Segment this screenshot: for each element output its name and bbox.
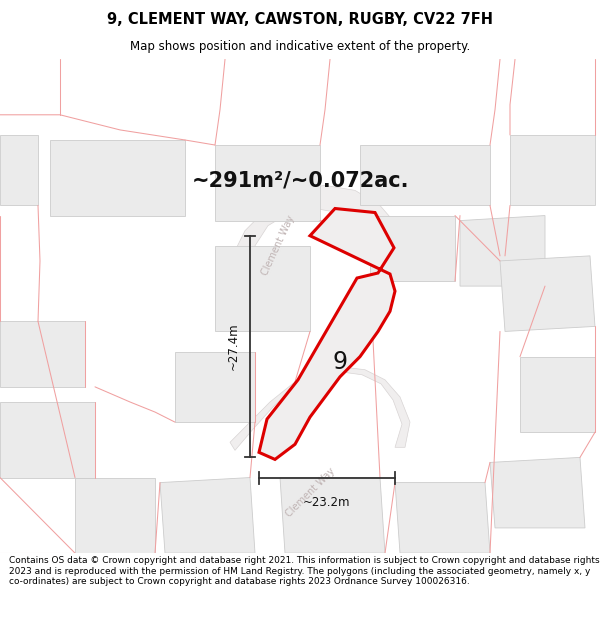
- Text: Clement Way: Clement Way: [260, 214, 296, 278]
- Polygon shape: [370, 216, 455, 281]
- Polygon shape: [490, 458, 585, 528]
- Text: ~291m²/~0.072ac.: ~291m²/~0.072ac.: [191, 170, 409, 190]
- Text: Map shows position and indicative extent of the property.: Map shows position and indicative extent…: [130, 41, 470, 53]
- Polygon shape: [395, 482, 490, 553]
- Polygon shape: [510, 135, 595, 206]
- Polygon shape: [259, 209, 395, 459]
- Polygon shape: [0, 135, 38, 206]
- Polygon shape: [75, 478, 155, 553]
- Polygon shape: [230, 367, 410, 451]
- Polygon shape: [460, 216, 545, 286]
- Polygon shape: [50, 140, 185, 216]
- Polygon shape: [500, 256, 595, 331]
- Text: 9: 9: [332, 349, 347, 374]
- Text: Clement Way: Clement Way: [283, 466, 337, 519]
- Polygon shape: [360, 145, 490, 206]
- Polygon shape: [0, 402, 95, 478]
- Polygon shape: [160, 478, 255, 553]
- Polygon shape: [0, 321, 85, 387]
- Polygon shape: [215, 246, 310, 331]
- Text: ~23.2m: ~23.2m: [303, 496, 351, 509]
- Text: ~27.4m: ~27.4m: [227, 322, 240, 371]
- Text: Contains OS data © Crown copyright and database right 2021. This information is : Contains OS data © Crown copyright and d…: [9, 556, 599, 586]
- Polygon shape: [520, 357, 595, 432]
- Polygon shape: [175, 352, 255, 422]
- Polygon shape: [230, 186, 405, 291]
- Polygon shape: [215, 145, 320, 221]
- Polygon shape: [280, 478, 385, 553]
- Text: 9, CLEMENT WAY, CAWSTON, RUGBY, CV22 7FH: 9, CLEMENT WAY, CAWSTON, RUGBY, CV22 7FH: [107, 12, 493, 27]
